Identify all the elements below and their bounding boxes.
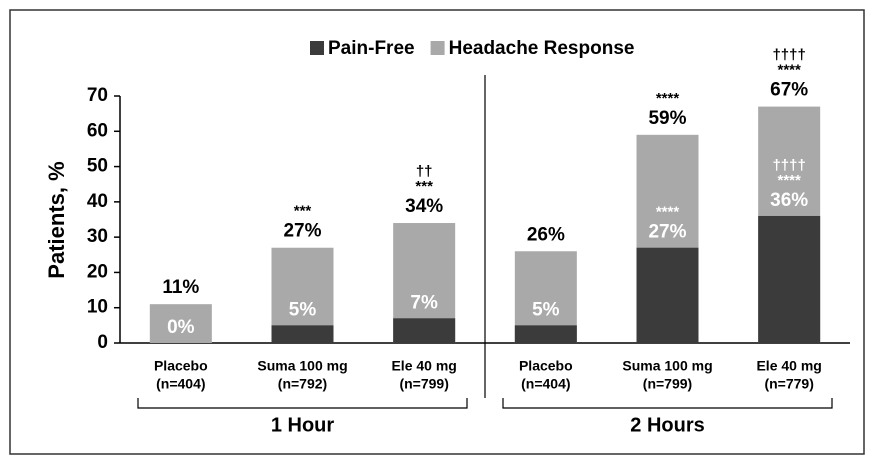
legend-swatch: [310, 41, 324, 55]
value-label: 26%: [527, 224, 565, 245]
value-label: 59%: [648, 108, 686, 129]
annotation: ****: [777, 172, 801, 189]
y-tick-label: 60: [87, 120, 108, 141]
group-label: 1 Hour: [271, 414, 335, 436]
annotation: ****: [777, 62, 801, 79]
x-tick-label: (n=799): [399, 376, 448, 392]
bar: [514, 325, 577, 343]
annotation: ***: [415, 178, 433, 195]
value-label: 34%: [405, 196, 443, 217]
x-tick-label: Placebo: [154, 358, 208, 374]
x-tick-label: Suma 100 mg: [257, 358, 347, 374]
value-label: 27%: [283, 221, 321, 242]
bar: [393, 318, 456, 343]
y-tick-label: 0: [97, 332, 108, 353]
bar: [636, 247, 699, 343]
bar: [149, 304, 212, 343]
y-axis-label: Patients, %: [44, 161, 69, 278]
bar: [271, 325, 334, 343]
annotation: ††: [416, 163, 433, 180]
x-tick-label: Suma 100 mg: [622, 358, 712, 374]
bar: [758, 215, 821, 343]
y-tick-label: 20: [87, 261, 108, 282]
x-tick-label: Placebo: [519, 358, 573, 374]
annotation: ††††: [772, 47, 805, 64]
annotation: ***: [294, 203, 312, 220]
x-tick-label: (n=779): [764, 376, 813, 392]
legend-label: Headache Response: [449, 38, 635, 59]
value-label: 36%: [770, 190, 808, 211]
value-label: 0%: [167, 317, 195, 338]
x-tick-label: Ele 40 mg: [756, 358, 821, 374]
group-bracket: [137, 398, 468, 409]
annotation: ****: [656, 204, 680, 221]
y-tick-label: 40: [87, 191, 108, 212]
x-tick-label: Ele 40 mg: [391, 358, 456, 374]
frame: [9, 9, 865, 455]
y-tick-label: 50: [87, 156, 108, 177]
legend-label: Pain-Free: [328, 38, 415, 59]
annotation: ††††: [772, 157, 805, 174]
group-label: 2 Hours: [630, 414, 704, 436]
annotation: ****: [656, 90, 680, 107]
value-label: 5%: [289, 299, 317, 320]
value-label: 7%: [410, 292, 438, 313]
value-label: 5%: [532, 299, 560, 320]
y-tick-label: 10: [87, 297, 108, 318]
x-tick-label: (n=799): [643, 376, 692, 392]
y-tick-label: 30: [87, 226, 108, 247]
group-bracket: [502, 398, 833, 409]
legend-swatch: [430, 41, 445, 55]
x-tick-label: (n=792): [278, 376, 327, 392]
y-tick-label: 70: [87, 85, 108, 106]
value-label: 27%: [648, 222, 686, 243]
value-label: 11%: [162, 277, 199, 298]
value-label: 67%: [770, 80, 808, 101]
x-tick-label: (n=404): [521, 376, 570, 392]
x-tick-label: (n=404): [156, 376, 205, 392]
